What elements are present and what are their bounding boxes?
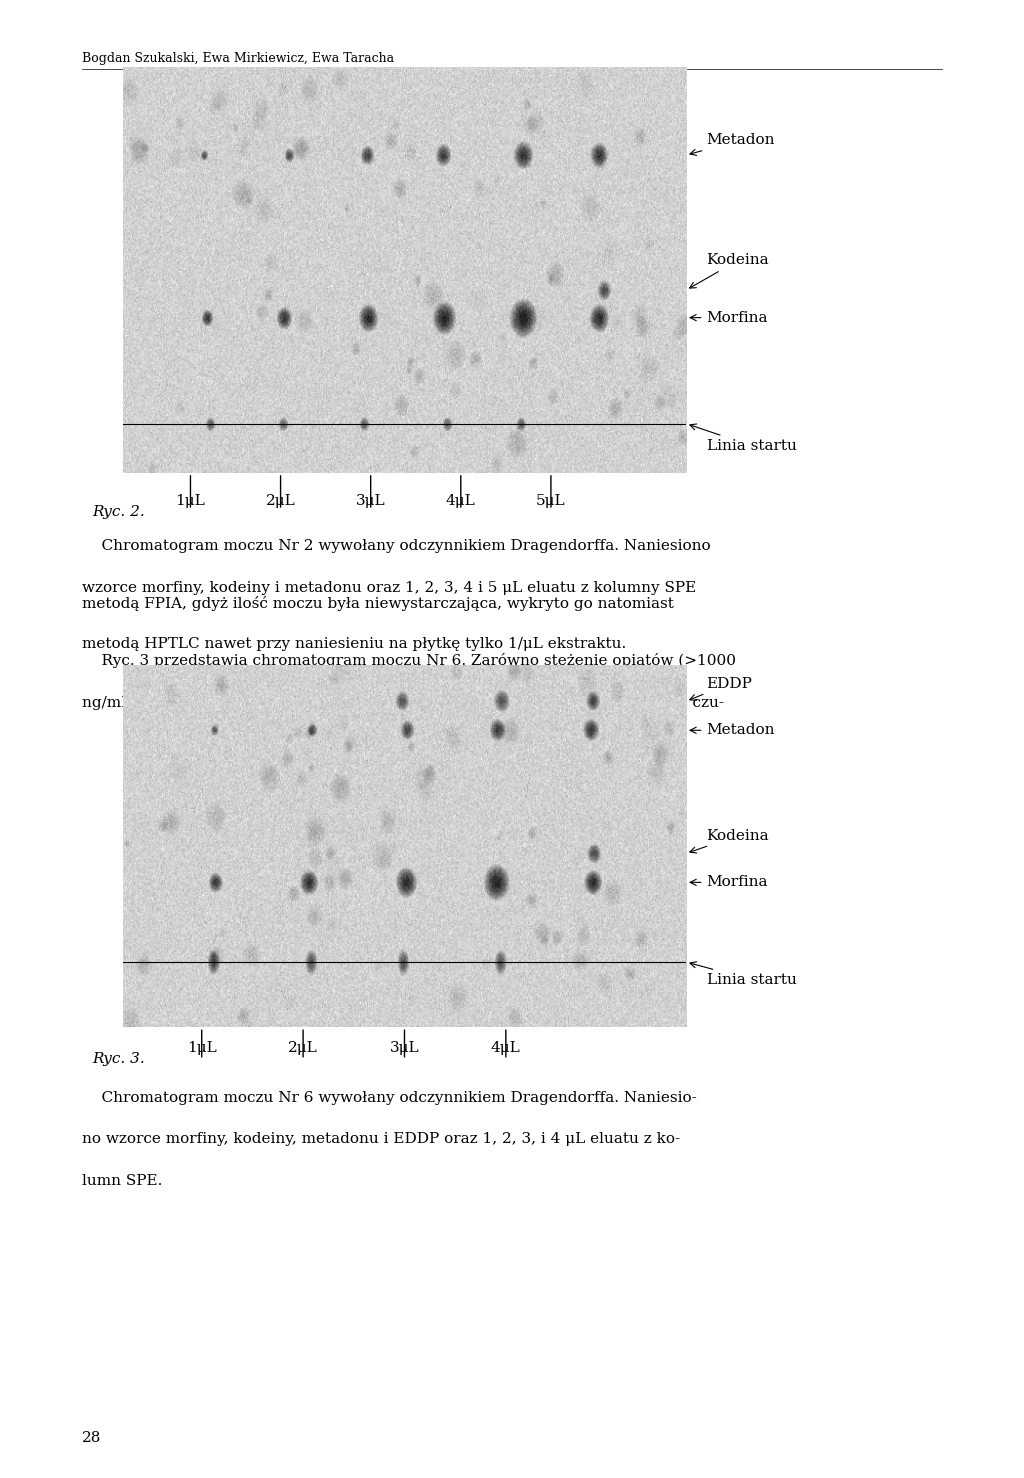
Text: Metadon: Metadon bbox=[690, 723, 775, 738]
Text: lumn SPE.: lumn SPE. bbox=[82, 1174, 162, 1187]
Text: 3μL: 3μL bbox=[356, 494, 385, 507]
Text: Morfina: Morfina bbox=[690, 310, 768, 325]
Text: 5μL: 5μL bbox=[537, 494, 565, 507]
Text: Linia startu: Linia startu bbox=[690, 962, 797, 987]
Text: metodą HPTLC nawet przy naniesieniu na płytkę tylko 1/μL ekstraktu.: metodą HPTLC nawet przy naniesieniu na p… bbox=[82, 637, 626, 650]
Text: 1μL: 1μL bbox=[175, 494, 206, 507]
Text: wzorce morfiny, kodeiny i metadonu oraz 1, 2, 3, 4 i 5 μL eluatu z kolumny SPE: wzorce morfiny, kodeiny i metadonu oraz … bbox=[82, 581, 696, 594]
Text: Ryc. 3.: Ryc. 3. bbox=[92, 1052, 145, 1066]
Text: 2μL: 2μL bbox=[265, 494, 296, 507]
Text: Ryc. 2.: Ryc. 2. bbox=[92, 505, 145, 519]
Text: 2μL: 2μL bbox=[288, 1041, 318, 1054]
Text: Chromatogram moczu Nr 2 wywołany odczynnikiem Dragendorffa. Naniesiono: Chromatogram moczu Nr 2 wywołany odczynn… bbox=[82, 539, 711, 553]
Text: ng/mL) jak i metadonu (>2000 ng/mL) wielokrotnie przekracza wartość progu czu-: ng/mL) jak i metadonu (>2000 ng/mL) wiel… bbox=[82, 695, 724, 709]
Text: 28: 28 bbox=[82, 1432, 101, 1445]
Text: Ryc. 3 przedstawia chromatogram moczu Nr 6. Zarówno stężenie opiatów (>1000: Ryc. 3 przedstawia chromatogram moczu Nr… bbox=[82, 653, 736, 668]
Text: 4μL: 4μL bbox=[445, 494, 476, 507]
Text: Metadon: Metadon bbox=[690, 133, 775, 155]
Text: Chromatogram moczu Nr 6 wywołany odczynnikiem Dragendorffa. Naniesio-: Chromatogram moczu Nr 6 wywołany odczynn… bbox=[82, 1091, 696, 1104]
Text: Bogdan Szukalski, Ewa Mirkiewicz, Ewa Taracha: Bogdan Szukalski, Ewa Mirkiewicz, Ewa Ta… bbox=[82, 52, 394, 65]
Text: Linia startu: Linia startu bbox=[690, 424, 797, 452]
Text: no wzorce morfiny, kodeiny, metadonu i EDDP oraz 1, 2, 3, i 4 μL eluatu z ko-: no wzorce morfiny, kodeiny, metadonu i E… bbox=[82, 1132, 680, 1145]
Text: EDDP: EDDP bbox=[690, 677, 753, 701]
Text: Kodeina: Kodeina bbox=[690, 829, 769, 853]
Text: 1μL: 1μL bbox=[186, 1041, 217, 1054]
Text: 4μL: 4μL bbox=[490, 1041, 521, 1054]
Text: metodą FPIA, gdyż ilość moczu była niewystarczająca, wykryto go natomiast: metodą FPIA, gdyż ilość moczu była niewy… bbox=[82, 596, 674, 610]
Text: Kodeina: Kodeina bbox=[689, 254, 769, 288]
Text: 3μL: 3μL bbox=[390, 1041, 419, 1054]
Text: Morfina: Morfina bbox=[690, 875, 768, 890]
